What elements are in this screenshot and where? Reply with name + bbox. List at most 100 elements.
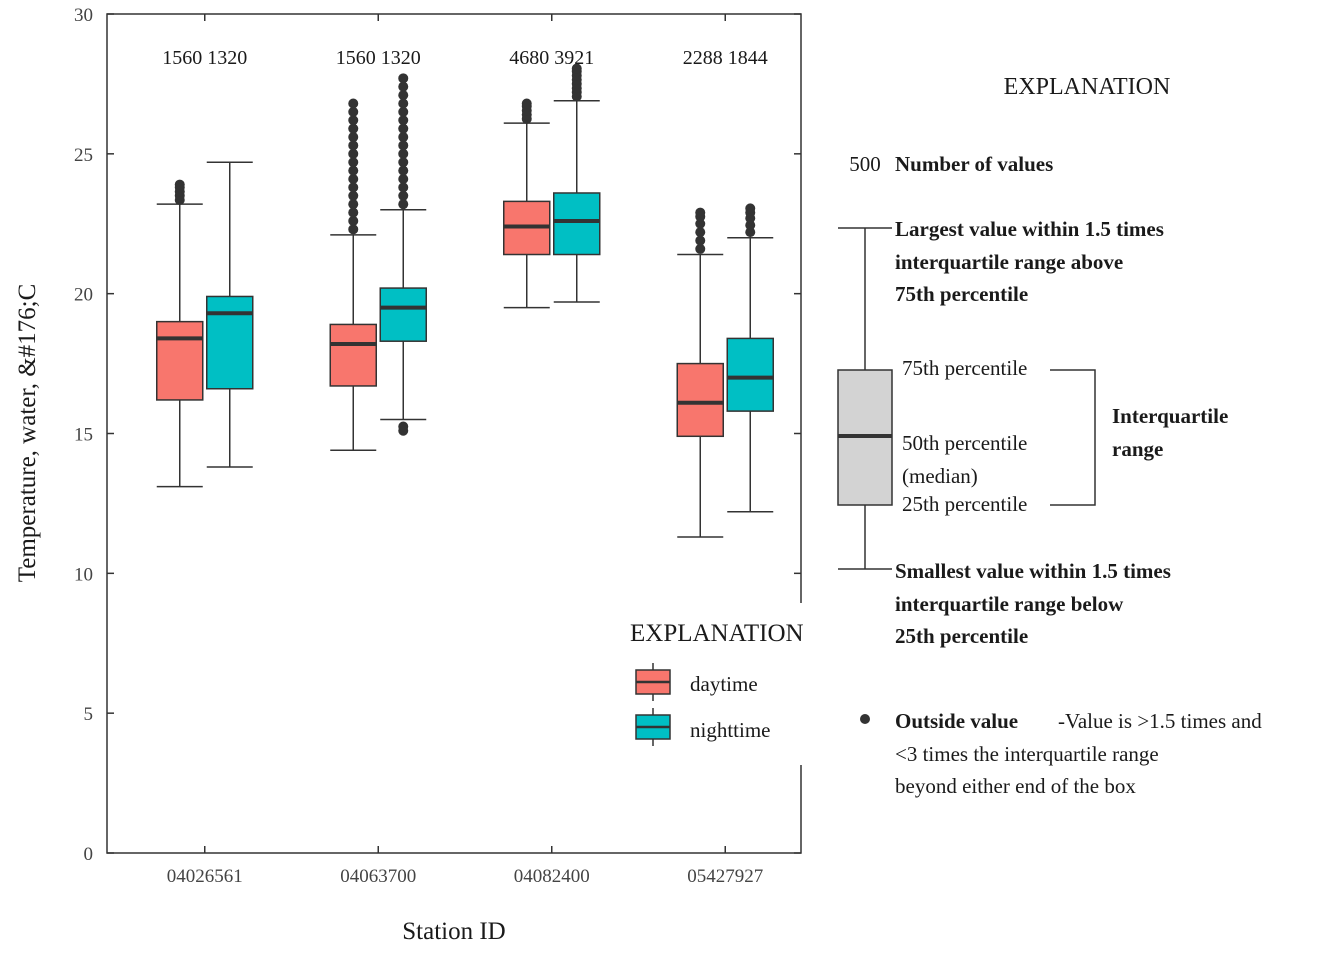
iqr-box — [676, 362, 724, 438]
outlier-point — [348, 224, 359, 235]
outlier-point — [695, 227, 706, 238]
outlier-point — [348, 190, 359, 201]
outlier-point — [348, 199, 359, 210]
y-tick-label: 10 — [74, 564, 93, 585]
outlier-point — [745, 203, 756, 214]
x-tick-label: 05427927 — [687, 866, 763, 887]
iqr-line-2: range — [1112, 437, 1163, 461]
outlier-point — [571, 63, 582, 74]
largest-line-3: 75th percentile — [895, 282, 1028, 306]
outlier-point — [398, 165, 409, 176]
iqr-box — [726, 337, 774, 412]
y-tick-label: 30 — [74, 5, 93, 26]
outlier-point — [695, 218, 706, 229]
outlier-point — [348, 148, 359, 159]
outlier-point — [398, 81, 409, 92]
x-axis: 04026561 04063700 04082400 05427927 — [167, 14, 763, 887]
p50-line-2: (median) — [902, 464, 978, 488]
count-label: 2288 1844 — [683, 47, 768, 69]
box-nighttime — [553, 63, 601, 303]
outlier-point — [745, 220, 756, 231]
p25-label: 25th percentile — [902, 492, 1027, 516]
x-axis-title: Station ID — [402, 918, 505, 945]
outlier-point — [695, 207, 706, 218]
y-tick-label: 20 — [74, 285, 93, 306]
outlier-point — [348, 115, 359, 126]
outlier-point — [348, 98, 359, 109]
outlier-point — [398, 132, 409, 143]
outlier-point — [398, 148, 409, 159]
y-tick-label: 25 — [74, 145, 93, 166]
box-daytime — [676, 207, 724, 538]
outlier-point — [174, 179, 185, 190]
outlier-point — [348, 174, 359, 185]
outlier-point — [521, 98, 532, 109]
y-axis-title: Temperature, water, &#176;C — [14, 284, 41, 583]
outlier-point — [398, 73, 409, 84]
y-tick-label: 15 — [74, 425, 93, 446]
box-daytime — [329, 98, 377, 452]
p75-label: 75th percentile — [902, 356, 1027, 380]
outside-desc-line-3: beyond either end of the box — [895, 774, 1136, 798]
y-axis: 0 5 10 15 20 25 30 — [74, 5, 801, 865]
outlier-point — [398, 190, 409, 201]
count-label: 1560 1320 — [162, 47, 247, 69]
y-tick-label: 0 — [84, 844, 94, 865]
iqr-box — [329, 323, 377, 387]
smallest-line-2: interquartile range below — [895, 592, 1124, 616]
box-nighttime — [379, 73, 427, 436]
outlier-point — [348, 182, 359, 193]
box-daytime — [156, 179, 204, 488]
outlier-point — [348, 207, 359, 218]
outlier-point — [398, 421, 409, 432]
outside-desc-line-1: -Value is >1.5 times and — [1058, 709, 1262, 733]
boxes-group — [156, 63, 774, 538]
box-nighttime — [206, 161, 254, 468]
outlier-point — [398, 182, 409, 193]
iqr-box — [206, 295, 254, 390]
x-tick-label: 04082400 — [514, 866, 590, 887]
outlier-point — [398, 90, 409, 101]
outlier-point — [348, 157, 359, 168]
box-daytime — [503, 98, 551, 309]
count-label: Number of values — [895, 152, 1053, 176]
outlier-point — [745, 227, 756, 238]
explanation-title: EXPLANATION — [1004, 74, 1171, 100]
legend-title: EXPLANATION — [630, 620, 804, 647]
outside-value-label: Outside value — [895, 709, 1018, 733]
largest-line-2: interquartile range above — [895, 250, 1123, 274]
outlier-point — [398, 106, 409, 117]
outlier-point — [398, 157, 409, 168]
outlier-point — [398, 98, 409, 109]
x-tick-label: 04063700 — [340, 866, 416, 887]
outlier-point — [348, 140, 359, 151]
iqr-box — [156, 320, 204, 401]
outlier-point — [398, 123, 409, 134]
outlier-point — [348, 106, 359, 117]
outlier-point — [398, 140, 409, 151]
explanation-panel: EXPLANATION 500 Number of values Largest… — [837, 74, 1262, 798]
outlier-point — [695, 235, 706, 246]
smallest-line-3: 25th percentile — [895, 624, 1028, 648]
largest-line-1: Largest value within 1.5 times — [895, 217, 1164, 241]
outlier-point — [695, 243, 706, 254]
outside-value-dot-icon — [860, 714, 870, 724]
count-label: 1560 1320 — [336, 47, 421, 69]
legend-daytime-label: daytime — [690, 672, 758, 696]
outlier-point — [348, 215, 359, 226]
counts-group: 1560 1320 1560 1320 4680 3921 2288 1844 — [162, 47, 768, 69]
count-example: 500 — [849, 152, 881, 176]
series-legend: EXPLANATION daytime nighttime — [604, 603, 834, 765]
outlier-point — [348, 132, 359, 143]
iqr-bracket — [1050, 369, 1096, 506]
outlier-point — [398, 174, 409, 185]
outlier-point — [348, 165, 359, 176]
outlier-point — [348, 123, 359, 134]
legend-nighttime-label: nighttime — [690, 718, 771, 742]
p50-line-1: 50th percentile — [902, 431, 1027, 455]
y-tick-label: 5 — [84, 704, 94, 725]
outlier-point — [398, 199, 409, 210]
iqr-box — [379, 287, 427, 342]
outlier-point — [398, 115, 409, 126]
